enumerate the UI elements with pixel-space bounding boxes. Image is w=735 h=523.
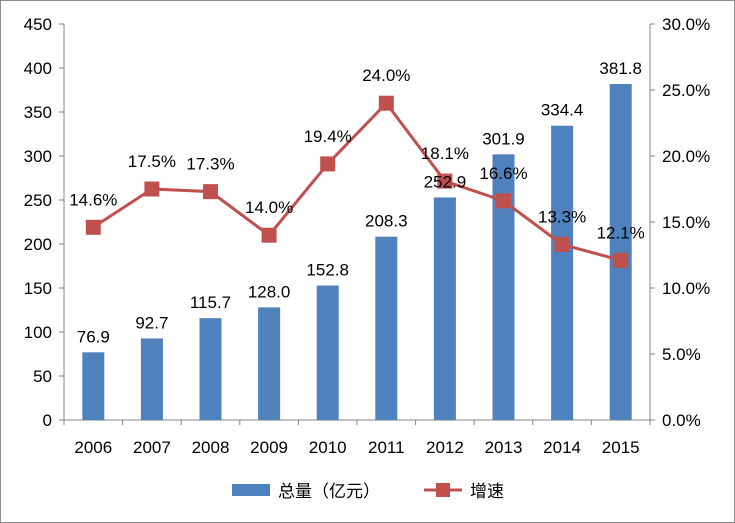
bar-data-label: 334.4 (541, 101, 584, 120)
y-left-tick-label: 50 (33, 367, 52, 386)
bar (433, 197, 456, 420)
bar (375, 236, 398, 420)
line-data-label: 16.6% (479, 164, 527, 183)
bar-data-label: 128.0 (248, 282, 291, 301)
growth-marker (437, 173, 453, 189)
bar (140, 338, 163, 420)
line-data-label: 13.3% (538, 207, 586, 226)
growth-marker (613, 252, 629, 268)
x-tick-label: 2011 (368, 438, 405, 457)
y-left-tick-label: 300 (24, 147, 52, 166)
x-tick-label: 2006 (74, 438, 112, 457)
y-right-tick-label: 10.0% (662, 279, 710, 298)
line-data-label: 17.5% (128, 152, 176, 171)
bar-data-label: 252.9 (424, 172, 467, 191)
y-right-tick-label: 15.0% (662, 213, 710, 232)
legend-label-bar: 总量（亿元） (278, 482, 380, 501)
y-right-tick-label: 30.0% (662, 15, 710, 34)
growth-marker (554, 236, 570, 252)
y-left-tick-label: 200 (24, 235, 52, 254)
x-tick-label: 2007 (133, 438, 171, 457)
bar-data-label: 301.9 (482, 129, 525, 148)
x-tick-label: 2015 (602, 438, 640, 457)
line-data-label: 18.1% (421, 144, 469, 163)
x-tick-label: 2009 (250, 438, 288, 457)
growth-marker (496, 193, 511, 209)
bar (551, 125, 574, 420)
y-right-tick-label: 20.0% (662, 147, 710, 166)
bar-data-label: 381.8 (599, 59, 642, 78)
legend-swatch-marker (436, 483, 450, 497)
bar-data-label: 76.9 (77, 327, 110, 346)
bar (258, 307, 281, 420)
bar (82, 352, 105, 420)
growth-marker (144, 181, 160, 197)
bar-data-label: 115.7 (190, 293, 231, 312)
y-left-tick-label: 0 (43, 411, 52, 430)
growth-marker (261, 227, 277, 243)
legend-label-line: 增速 (470, 482, 504, 501)
line-data-label: 24.0% (362, 66, 410, 85)
bar (316, 285, 339, 420)
y-left-tick-label: 100 (24, 323, 52, 342)
x-tick-label: 2008 (192, 438, 230, 457)
line-data-label: 12.1% (597, 223, 645, 242)
line-data-label: 14.6% (69, 190, 117, 209)
bar (492, 154, 515, 420)
y-right-tick-label: 0.0% (662, 411, 701, 430)
bar-data-label: 208.3 (365, 212, 408, 231)
line-data-label: 14.0% (245, 198, 293, 217)
growth-marker (320, 156, 336, 172)
y-left-tick-label: 150 (24, 279, 52, 298)
legend-swatch-bar (232, 484, 270, 496)
growth-marker (378, 95, 394, 111)
y-left-tick-label: 400 (24, 59, 52, 78)
bar (199, 318, 222, 420)
bar-data-label: 92.7 (135, 313, 168, 332)
bar (609, 84, 632, 421)
bar-data-label: 152.8 (306, 261, 349, 280)
x-tick-label: 2010 (309, 438, 347, 457)
y-left-tick-label: 350 (24, 103, 52, 122)
y-left-tick-label: 250 (24, 191, 52, 210)
y-right-tick-label: 5.0% (662, 345, 701, 364)
growth-marker (203, 184, 218, 200)
y-right-tick-label: 25.0% (662, 81, 710, 100)
line-data-label: 19.4% (304, 127, 352, 146)
growth-line (92, 101, 622, 262)
growth-marker (85, 219, 101, 235)
x-tick-label: 2012 (426, 438, 464, 457)
y-left-tick-label: 450 (24, 15, 52, 34)
line-data-label: 17.3% (186, 155, 234, 174)
x-tick-label: 2013 (485, 438, 523, 457)
x-tick-label: 2014 (543, 438, 581, 457)
